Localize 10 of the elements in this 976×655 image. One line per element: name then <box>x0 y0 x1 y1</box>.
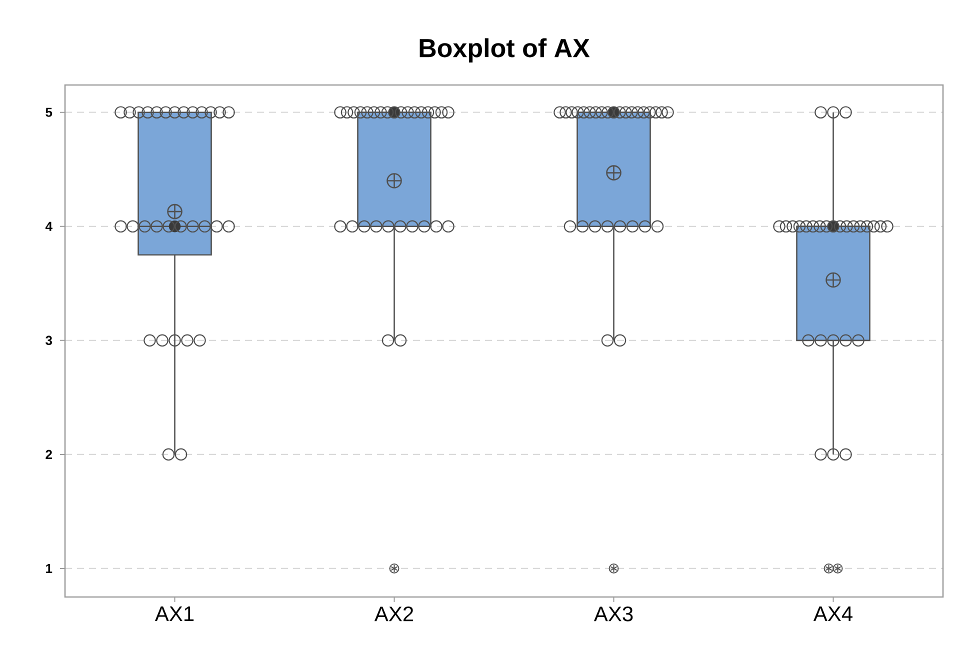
y-tick-label: 4 <box>45 222 52 231</box>
chart-title: Boxplot of AX <box>420 38 590 62</box>
x-tick-label: AX1 <box>154 606 194 621</box>
x-tick-label: AX2 <box>374 606 414 622</box>
x-tick-label: AX3 <box>594 606 633 622</box>
y-tick-label: 3 <box>46 336 52 346</box>
y-tick-label: 1 <box>46 564 52 573</box>
y-tick-label: 5 <box>46 108 52 117</box>
y-tick-label: 2 <box>46 450 52 459</box>
x-tick-label: AX4 <box>813 606 852 621</box>
